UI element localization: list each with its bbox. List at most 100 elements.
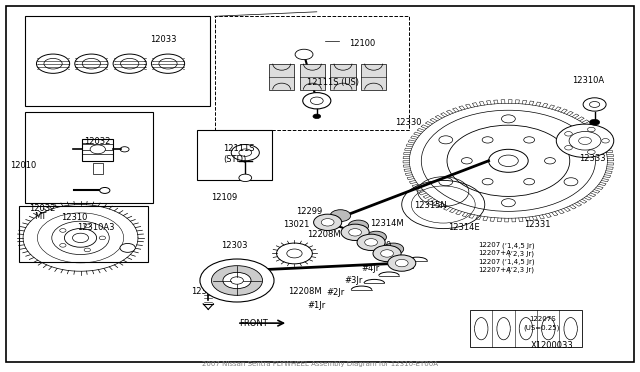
Text: 12207: 12207 bbox=[478, 242, 500, 248]
Text: (‘1,4,5 Jr): (‘1,4,5 Jr) bbox=[502, 259, 534, 265]
Circle shape bbox=[589, 102, 600, 108]
Circle shape bbox=[556, 124, 614, 157]
Circle shape bbox=[99, 236, 106, 240]
Circle shape bbox=[545, 158, 556, 164]
Circle shape bbox=[321, 219, 334, 226]
Circle shape bbox=[564, 145, 572, 150]
Circle shape bbox=[439, 178, 452, 186]
Bar bbox=[470, 310, 582, 347]
Text: 12299: 12299 bbox=[296, 208, 322, 217]
Circle shape bbox=[152, 54, 184, 73]
Circle shape bbox=[276, 243, 312, 264]
Circle shape bbox=[588, 127, 595, 132]
Text: MT: MT bbox=[34, 212, 46, 221]
Circle shape bbox=[396, 259, 408, 267]
Text: #5Jr: #5Jr bbox=[378, 250, 396, 259]
Text: #1Jr: #1Jr bbox=[307, 301, 326, 310]
Circle shape bbox=[482, 179, 493, 185]
Bar bbox=[93, 163, 103, 174]
Circle shape bbox=[381, 250, 394, 257]
Circle shape bbox=[211, 266, 262, 295]
Bar bbox=[19, 206, 148, 262]
Circle shape bbox=[84, 248, 90, 252]
Text: #4Jr: #4Jr bbox=[362, 264, 380, 273]
Text: 12333: 12333 bbox=[579, 154, 605, 163]
Circle shape bbox=[36, 54, 70, 73]
Text: 12314E: 12314E bbox=[448, 223, 479, 232]
Circle shape bbox=[564, 178, 578, 186]
Circle shape bbox=[357, 234, 385, 250]
Circle shape bbox=[588, 150, 595, 154]
Bar bbox=[83, 139, 113, 161]
Circle shape bbox=[60, 244, 66, 247]
Circle shape bbox=[579, 137, 591, 144]
Circle shape bbox=[65, 228, 97, 247]
Text: 12208M: 12208M bbox=[307, 230, 341, 240]
Polygon shape bbox=[269, 64, 294, 90]
Circle shape bbox=[439, 136, 452, 144]
Text: (‘2,3 Jr): (‘2,3 Jr) bbox=[508, 250, 534, 257]
Circle shape bbox=[223, 272, 251, 289]
Text: 12010: 12010 bbox=[10, 161, 36, 170]
Circle shape bbox=[310, 97, 323, 105]
Circle shape bbox=[100, 187, 110, 193]
Circle shape bbox=[366, 231, 387, 243]
Text: 12207S: 12207S bbox=[529, 317, 556, 323]
Circle shape bbox=[564, 132, 572, 136]
Circle shape bbox=[502, 199, 515, 207]
Text: 12310A3: 12310A3 bbox=[77, 223, 115, 232]
Circle shape bbox=[488, 149, 528, 172]
Circle shape bbox=[84, 224, 90, 228]
Circle shape bbox=[330, 210, 351, 222]
Circle shape bbox=[365, 238, 378, 246]
Text: 2007 Nissan Sentra FLYWHEEL Assembly Diagram for 12310-ET00A: 2007 Nissan Sentra FLYWHEEL Assembly Dia… bbox=[202, 361, 438, 367]
Circle shape bbox=[348, 220, 369, 232]
Circle shape bbox=[313, 114, 321, 119]
Circle shape bbox=[75, 54, 108, 73]
Circle shape bbox=[72, 233, 88, 243]
Circle shape bbox=[120, 58, 139, 69]
Text: 12331: 12331 bbox=[524, 221, 551, 230]
Circle shape bbox=[373, 245, 401, 262]
Circle shape bbox=[239, 174, 252, 182]
Text: 12314M: 12314M bbox=[370, 219, 403, 228]
Circle shape bbox=[461, 158, 472, 164]
Circle shape bbox=[388, 255, 416, 271]
Circle shape bbox=[482, 137, 493, 143]
Text: #3Jr: #3Jr bbox=[344, 276, 363, 285]
Circle shape bbox=[349, 229, 362, 236]
Text: 12303A: 12303A bbox=[191, 287, 223, 296]
Text: 12310: 12310 bbox=[61, 213, 88, 222]
Circle shape bbox=[231, 144, 259, 161]
Text: 12033: 12033 bbox=[150, 35, 177, 44]
Text: (‘2,3 Jr): (‘2,3 Jr) bbox=[508, 266, 534, 273]
Bar bbox=[197, 131, 272, 180]
Polygon shape bbox=[300, 64, 325, 90]
Polygon shape bbox=[330, 64, 356, 90]
Circle shape bbox=[60, 229, 66, 232]
Circle shape bbox=[295, 49, 313, 60]
Circle shape bbox=[44, 58, 62, 69]
Circle shape bbox=[159, 58, 177, 69]
Circle shape bbox=[230, 277, 243, 284]
Circle shape bbox=[564, 136, 578, 144]
Text: (‘1,4,5 Jr): (‘1,4,5 Jr) bbox=[502, 242, 534, 248]
Text: FRONT: FRONT bbox=[239, 319, 268, 328]
Circle shape bbox=[200, 259, 274, 302]
Text: 12100: 12100 bbox=[349, 39, 375, 48]
Circle shape bbox=[524, 179, 534, 185]
Text: 12310A: 12310A bbox=[572, 76, 604, 85]
Text: 12315N: 12315N bbox=[415, 201, 447, 210]
Text: 13021: 13021 bbox=[283, 221, 309, 230]
Text: 12303: 12303 bbox=[221, 241, 248, 250]
Text: 12200: 12200 bbox=[365, 241, 391, 250]
Text: 12111S (US): 12111S (US) bbox=[307, 78, 359, 87]
Circle shape bbox=[524, 137, 534, 143]
Circle shape bbox=[239, 149, 252, 156]
Text: 12032: 12032 bbox=[84, 137, 110, 146]
Text: (US=0.25): (US=0.25) bbox=[523, 324, 559, 331]
Text: 12032: 12032 bbox=[29, 204, 56, 213]
Polygon shape bbox=[361, 64, 387, 90]
Bar bbox=[214, 16, 410, 131]
Circle shape bbox=[502, 115, 515, 123]
